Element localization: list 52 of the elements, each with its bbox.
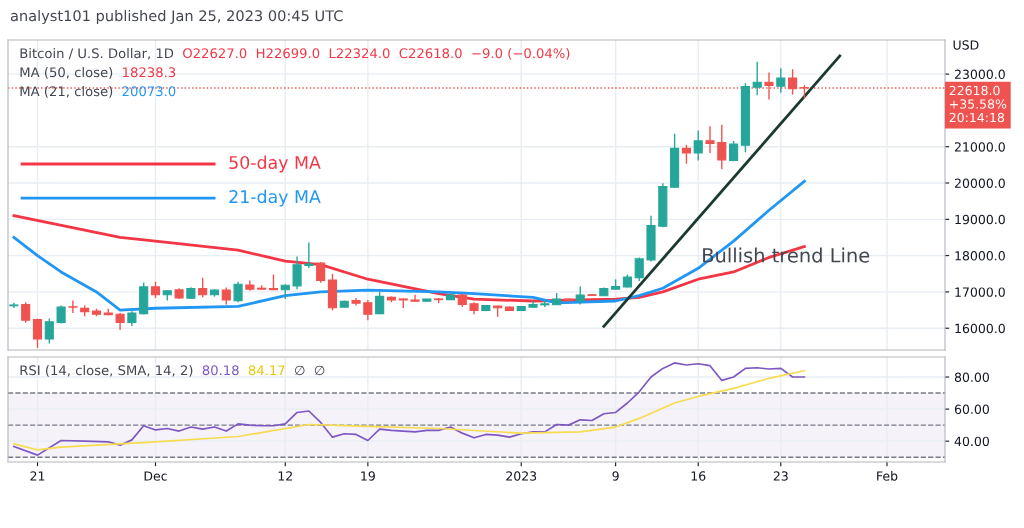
- x-tick-label: 21: [30, 471, 45, 481]
- y-tick-label: 16000.0: [955, 323, 1005, 334]
- annotation: RSI (14, close, SMA, 14, 2): [20, 365, 193, 377]
- candlestick: [21, 301, 31, 324]
- y-tick-label: 18000.0: [955, 251, 1005, 261]
- candlestick: [316, 261, 326, 284]
- x-tick-label: 2023: [506, 471, 537, 481]
- text: 21-day MA: [229, 189, 321, 207]
- x-tick-label: 19: [361, 471, 375, 481]
- candlestick: [717, 123, 727, 170]
- annotation: ∅: [314, 365, 325, 376]
- y-tick-label: 17000.0: [955, 287, 1005, 297]
- candlestick: [705, 125, 715, 154]
- annotation: ∅: [295, 365, 305, 376]
- y-tick-label: 21000.0: [954, 142, 1005, 152]
- x-tick-label: 16: [691, 471, 706, 481]
- y-tick-label: 20000.0: [954, 178, 1005, 188]
- y-tick-label: 80.00: [954, 372, 989, 382]
- candlestick: [752, 61, 762, 96]
- chart-title: analyst101 published Jan 25, 2023 00:45 UTC: [10, 9, 343, 25]
- candlestick: [233, 280, 243, 303]
- candlestick: [363, 299, 373, 321]
- candlestick: [788, 68, 798, 96]
- candlestick: [198, 277, 208, 299]
- candlestick: [693, 129, 703, 162]
- annotation: 20073.0: [122, 86, 176, 97]
- text: 50-day MA: [229, 155, 321, 173]
- annotation: 84.17: [248, 365, 285, 376]
- candlestick: [292, 255, 302, 290]
- candlestick: [776, 67, 786, 94]
- candlestick: [68, 299, 78, 314]
- annotation: MA (21, close): [20, 86, 113, 98]
- y-axis-title: USD: [953, 40, 979, 50]
- candlestick: [32, 318, 43, 349]
- y-tick-label: 60.00: [954, 404, 989, 415]
- candlestick: [44, 317, 54, 345]
- x-tick-label: Dec: [144, 471, 167, 481]
- annotation: Bitcoin / U.S. Dollar, 1D: [20, 48, 174, 60]
- x-tick-label: 23: [773, 471, 788, 481]
- candlestick: [681, 144, 691, 165]
- annotation: 18238.3: [123, 67, 176, 78]
- annotation: 80.18: [202, 365, 239, 376]
- y-tick-label: 40.00: [954, 436, 989, 447]
- y-tick-label: 23000.0: [954, 69, 1005, 80]
- annotation: O22627.0 H22699.0 L22324.0 C22618.0 −9.0 (−0.04%): [183, 48, 570, 60]
- x-tick-label: Feb: [877, 471, 898, 481]
- x-tick-label: 12: [278, 471, 292, 481]
- y-tick-label: 19000.0: [955, 214, 1005, 225]
- x-tick-label: 9: [612, 471, 619, 481]
- candlestick: [304, 241, 314, 269]
- annotation: MA (50, close): [20, 67, 113, 79]
- ref-line-label: 22618.0 +35.58% 20:14:18: [949, 85, 1007, 123]
